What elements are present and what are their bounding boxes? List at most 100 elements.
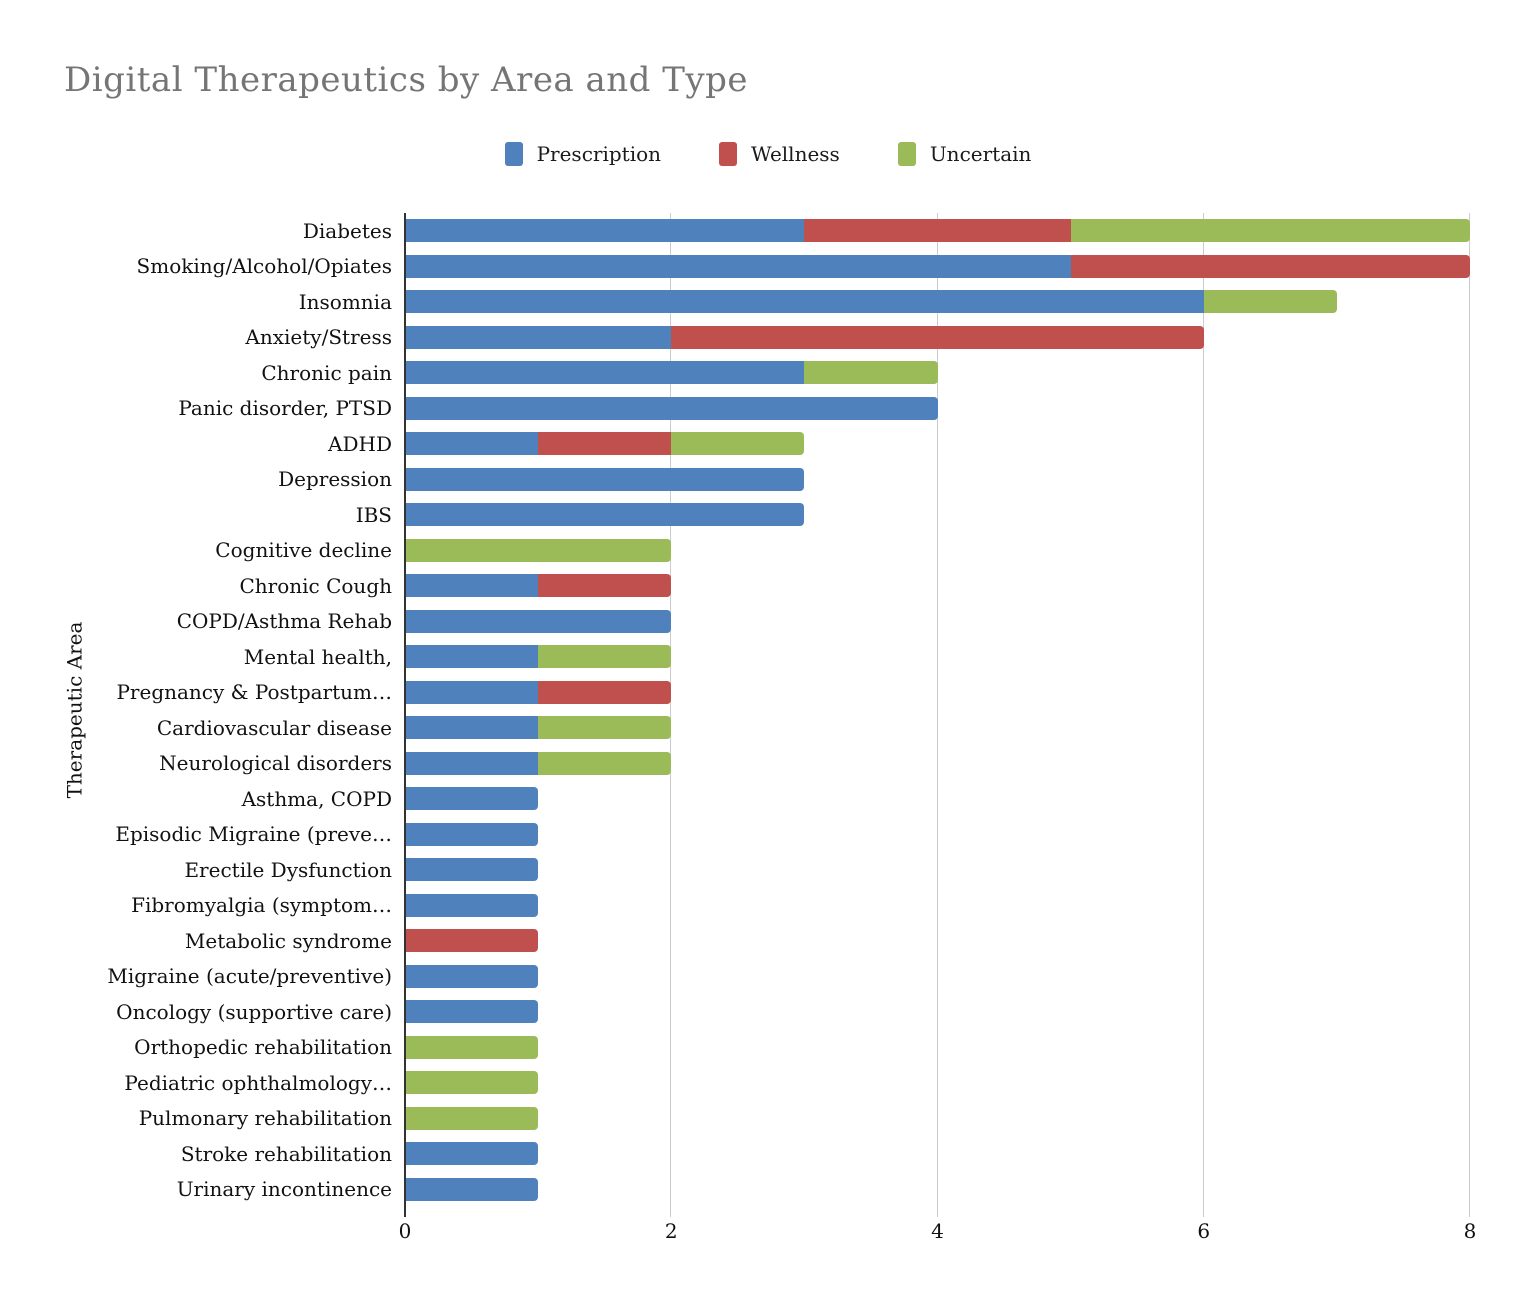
bar-row [405,467,805,491]
bar-segment-wellness [671,325,1204,349]
bar-segment-wellness [405,929,539,953]
legend-label: Uncertain [929,142,1032,166]
bar-segment-uncertain [538,645,672,669]
bar-row [405,361,938,385]
bar-row [405,574,672,598]
category-label: Cognitive decline [215,538,392,563]
bar-segment-uncertain [538,716,672,740]
category-label: Pulmonary rehabilitation [138,1106,392,1131]
bar-segment-wellness [538,680,672,704]
bar-row [405,858,539,882]
bar-row [405,290,1337,314]
x-tick-label-6: 6 [1197,1219,1211,1243]
bar-segment-prescription [405,787,539,811]
bar-row [405,254,1470,278]
bar-segment-uncertain [804,361,938,385]
legend-swatch-uncertain [897,142,916,166]
category-labels: Diabetes Smoking/Alcohol/Opiates Insomnia A… [0,213,392,1207]
x-tick-label-4: 4 [931,1219,944,1243]
bar-segment-prescription [405,645,539,669]
bar-row [405,645,672,669]
x-tick-label-2: 2 [664,1219,678,1243]
category-label: Smoking/Alcohol/Opiates [136,254,392,279]
category-label: Orthopedic rehabilitation [134,1035,392,1060]
bar-row [405,325,1204,349]
category-label: Stroke rehabilitation [180,1141,392,1166]
category-label: Mental health, [243,644,392,669]
bar-row [405,1142,539,1166]
bar-row [405,1000,539,1024]
gridline-6 [1202,213,1204,1217]
legend-label: Wellness [751,142,840,166]
bar-row [405,716,672,740]
bar-segment-prescription [405,396,938,420]
bar-segment-prescription [405,219,805,243]
bar-segment-wellness [804,219,1071,243]
category-label: COPD/Asthma Rehab [176,609,392,634]
bar-segment-prescription [405,858,539,882]
category-label: Anxiety/Stress [245,325,392,350]
category-label: Asthma, COPD [241,786,392,811]
legend-swatch-prescription [504,142,523,166]
bar-segment-wellness [538,432,672,456]
gridline-2 [670,213,672,1217]
bar-row [405,929,539,953]
category-label: Fibromyalgia (symptom… [131,893,392,918]
category-label: Panic disorder, PTSD [178,396,392,421]
bar-segment-prescription [405,254,1071,278]
legend-swatch-wellness [719,142,738,166]
category-label: Chronic pain [261,360,392,385]
bar-segment-uncertain [1203,290,1337,314]
x-tick-label-0: 0 [398,1219,412,1243]
bar-segment-uncertain [405,1071,539,1095]
bar-segment-prescription [405,822,539,846]
category-label: Diabetes [302,218,392,243]
bar-segment-prescription [405,964,539,988]
bar-segment-prescription [405,290,1204,314]
legend-item-prescription: Prescription [504,142,661,166]
bar-row [405,822,539,846]
bar-segment-prescription [405,467,805,491]
bar-row [405,503,805,527]
bar-segment-prescription [405,893,539,917]
bar-segment-prescription [405,503,805,527]
category-label: Chronic Cough [239,573,392,598]
bar-row [405,893,539,917]
bar-segment-prescription [405,1000,539,1024]
bar-row [405,432,805,456]
chart-title: Digital Therapeutics by Area and Type [64,60,749,100]
bar-row [405,1106,539,1130]
category-label: ADHD [328,431,392,456]
bar-row [405,751,672,775]
bar-segment-wellness [538,574,672,598]
bar-segment-prescription [405,609,672,633]
gridline-8 [1469,213,1470,1217]
bar-row [405,964,539,988]
bar-segment-prescription [405,1142,539,1166]
gridline-4 [936,213,938,1217]
category-label: Urinary incontinence [176,1177,392,1202]
bar-segment-prescription [405,361,805,385]
category-label: Episodic Migraine (preve… [115,822,392,847]
bar-row [405,1177,539,1201]
bar-segment-prescription [405,432,539,456]
category-label: Cardiovascular disease [156,715,392,740]
legend-item-wellness: Wellness [719,142,840,166]
bar-segment-uncertain [405,1035,539,1059]
category-label: Neurological disorders [159,751,392,776]
bar-segment-uncertain [538,751,672,775]
legend-item-uncertain: Uncertain [897,142,1032,166]
legend: Prescription Wellness Uncertain [0,142,1536,166]
category-label: IBS [355,502,392,527]
bar-row [405,1071,539,1095]
bar-segment-prescription [405,1177,539,1201]
bar-segment-prescription [405,716,539,740]
bar-segment-uncertain [671,432,805,456]
category-label: Pregnancy & Postpartum… [116,680,392,705]
axis-zero-line [404,213,406,1217]
bar-segment-prescription [405,751,539,775]
category-label: Metabolic syndrome [184,928,392,953]
bar-segment-prescription [405,680,539,704]
category-label: Migraine (acute/preventive) [107,964,392,989]
